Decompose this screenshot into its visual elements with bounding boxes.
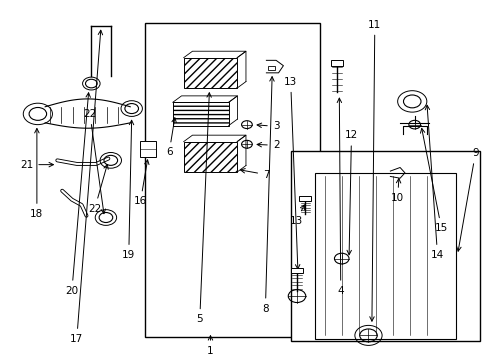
Bar	[267, 66, 275, 70]
Text: 16: 16	[134, 160, 149, 206]
Text: 2: 2	[257, 140, 279, 150]
Text: 4: 4	[336, 98, 344, 296]
Text: 9: 9	[456, 148, 478, 251]
Text: 1: 1	[207, 336, 213, 356]
Text: 21: 21	[20, 159, 53, 170]
Bar	[290, 152, 479, 341]
Bar	[330, 60, 342, 66]
FancyBboxPatch shape	[172, 102, 228, 126]
Text: 18: 18	[30, 129, 43, 219]
Bar	[144, 23, 319, 337]
Text: 6: 6	[165, 118, 176, 157]
Text: 20: 20	[65, 93, 90, 296]
Text: 13: 13	[284, 77, 299, 269]
Bar	[299, 196, 310, 202]
Bar	[314, 173, 455, 339]
Bar	[140, 141, 155, 157]
FancyBboxPatch shape	[183, 141, 237, 172]
Text: 7: 7	[240, 168, 269, 180]
Text: 5: 5	[196, 93, 211, 324]
Text: 22: 22	[88, 165, 108, 213]
Text: 10: 10	[390, 179, 404, 203]
Text: 13: 13	[289, 205, 304, 226]
Text: 15: 15	[420, 129, 447, 233]
Text: 19: 19	[122, 120, 135, 260]
Text: 12: 12	[344, 130, 357, 255]
Text: 3: 3	[257, 121, 279, 131]
Bar	[290, 267, 302, 273]
Text: 11: 11	[367, 19, 381, 321]
Text: 17: 17	[70, 30, 102, 344]
Text: 14: 14	[425, 105, 443, 260]
Text: 8: 8	[262, 77, 274, 314]
FancyBboxPatch shape	[183, 58, 237, 88]
Text: 22: 22	[83, 109, 105, 214]
Polygon shape	[266, 60, 283, 73]
